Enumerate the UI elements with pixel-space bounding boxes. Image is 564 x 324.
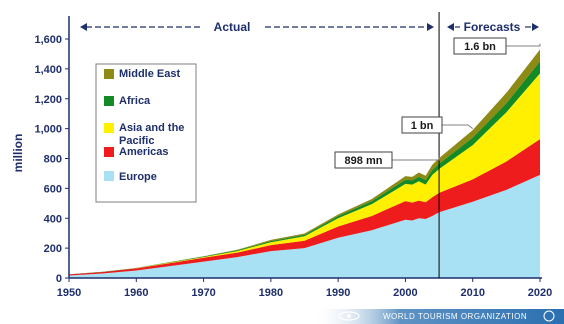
phase-layer: Actual Forecasts <box>80 12 539 278</box>
annotation-box <box>334 151 393 169</box>
un-emblem-icon <box>543 310 555 322</box>
legend-swatch-asia-and-the-pacific <box>104 123 114 133</box>
forecasts-label: Forecasts <box>464 20 521 34</box>
y-tick-label: 400 <box>44 213 62 225</box>
area-layer <box>69 49 540 278</box>
eye-logo-pupil <box>347 314 351 318</box>
arrow-right-icon <box>427 23 434 31</box>
arrow-left-icon <box>447 23 454 31</box>
legend: Middle East Africa Asia and the PacificAmer… <box>95 63 197 203</box>
x-tick-label: 1950 <box>57 287 81 299</box>
annotation-leader <box>506 43 541 47</box>
area-europe <box>69 174 540 278</box>
x-tick-label: 1980 <box>259 287 283 299</box>
legend-label-asia-and-the-pacific: Asia and the Pacific <box>119 122 184 147</box>
x-tick-label: 1970 <box>191 287 215 299</box>
legend-label-americas: Americas <box>119 146 169 158</box>
x-tick-label: 2010 <box>460 287 484 299</box>
legend-swatch-middle-east <box>104 69 114 79</box>
arrow-right-icon <box>532 23 539 31</box>
y-tick-label: 1,600 <box>34 34 62 46</box>
legend-label-middle-east: Middle East <box>119 68 180 80</box>
legend-swatch-americas <box>104 147 114 157</box>
footer-bar <box>312 309 564 324</box>
x-tick-label: 1960 <box>124 287 148 299</box>
organization-name: WORLD TOURISM ORGANIZATION <box>383 312 527 321</box>
y-tick-label: 0 <box>56 273 62 285</box>
annotation-layer: 898 mn 1 bn 1.6 bn <box>334 37 541 169</box>
annotation-label: 1 bn <box>411 120 434 132</box>
y-tick-label: 1,200 <box>34 94 62 106</box>
area-asia-and-the-pacific <box>69 73 540 275</box>
legend-label-europe: Europe <box>119 171 157 183</box>
x-tick-label: 2000 <box>393 287 417 299</box>
y-tick-label: 800 <box>44 154 62 166</box>
legend-label-africa: Africa <box>119 95 151 107</box>
annotation-leader <box>392 157 440 161</box>
eye-logo-icon <box>338 311 360 321</box>
actual-label: Actual <box>214 20 251 34</box>
legend-swatch-africa <box>104 96 114 106</box>
y-axis-label: million <box>11 134 25 173</box>
y-tick-label: 200 <box>44 243 62 255</box>
annotation-box <box>401 116 443 134</box>
area-americas <box>69 139 540 276</box>
y-tick-label: 600 <box>44 183 62 195</box>
annotation-leader <box>442 124 474 130</box>
y-tick-label: 1,000 <box>34 124 62 136</box>
x-tick-label: 1990 <box>326 287 350 299</box>
arrow-left-icon <box>80 23 87 31</box>
legend-swatch-europe <box>104 171 114 181</box>
annotation-label: 898 mn <box>345 155 383 167</box>
footer-banner: WORLD TOURISM ORGANIZATION <box>312 309 564 324</box>
y-tick-label: 1,400 <box>34 64 62 76</box>
x-tick-label: 2020 <box>528 287 552 299</box>
annotation-label: 1.6 bn <box>464 41 496 53</box>
axes-layer: 0 200 400 600 800 1,000 1,200 1,400 1,600 1950 196… <box>11 16 552 299</box>
annotation-box <box>453 37 507 55</box>
